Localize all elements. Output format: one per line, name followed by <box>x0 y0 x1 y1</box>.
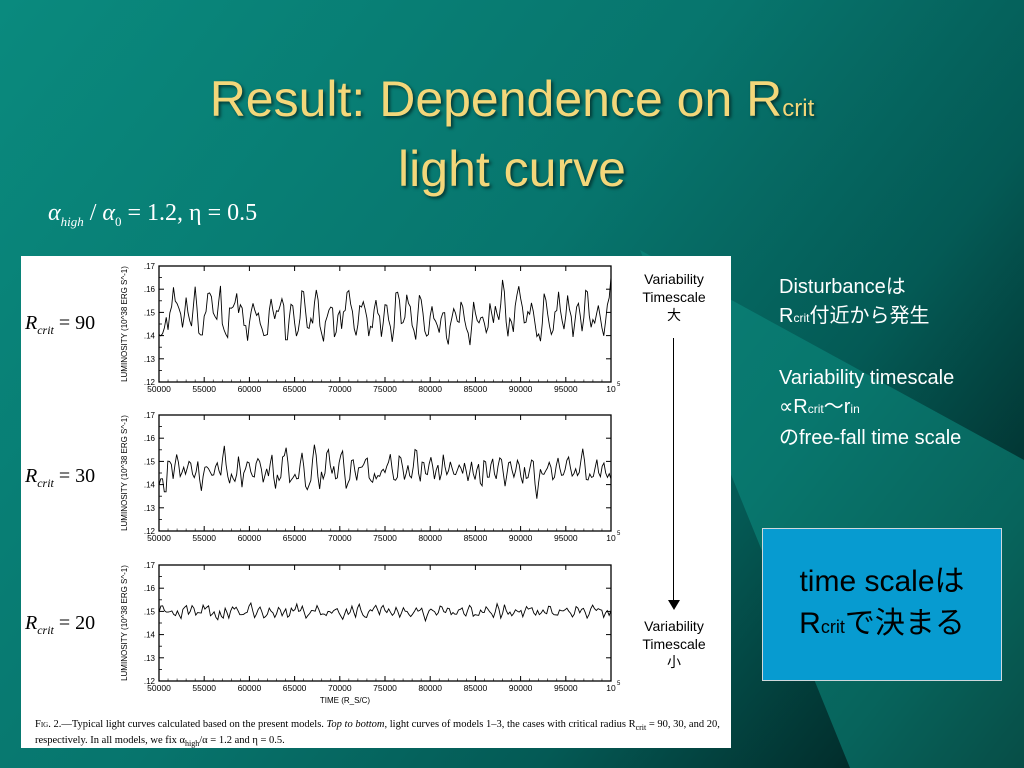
x-tick-label: 10 <box>606 533 616 543</box>
plot-frame <box>158 265 612 383</box>
x-tick-label: 80000 <box>418 683 442 693</box>
x-tick-label: 50000 <box>147 533 171 543</box>
light-curve-series <box>158 277 612 346</box>
y-tick-label: .16 <box>144 434 156 443</box>
y-tick-label: .17 <box>144 561 156 570</box>
y-tick-label: .13 <box>144 504 156 513</box>
y-axis-label: LUMINOSITY (10^38 ERG S^-1) <box>120 266 129 382</box>
figure-caption: Fig. 2.—Typical light curves calculated … <box>35 719 720 749</box>
x-axis-label: TIME (R_S/C) <box>320 696 371 705</box>
light-curve-panel-2: .12 .13 .14 .15 .16 .17 50000 55000 60000 65000 70… <box>120 411 621 543</box>
y-tick-label: .14 <box>144 332 156 341</box>
x-tick-label: 85000 <box>464 533 488 543</box>
x-tick-label: 55000 <box>192 683 216 693</box>
x-tick-label: 90000 <box>509 683 533 693</box>
y-axis-label: LUMINOSITY (10^38 ERG S^-1) <box>120 415 129 531</box>
light-curve-panel-3: .12 .13 .14 .15 .16 .17 50000 55000 60000 65000 70… <box>120 561 621 705</box>
y-tick-label: .15 <box>144 457 156 466</box>
x-tick-label: 70000 <box>328 683 352 693</box>
y-tick-label: .15 <box>144 607 156 616</box>
variability-timescale-large: Variability Timescale 大 <box>642 271 706 323</box>
x-tick-label: 50000 <box>147 384 171 394</box>
x-tick-label: 55000 <box>192 533 216 543</box>
light-curve-plots: .12 .13 .14 .15 .16 .17 50000 55000 60000 65000 70… <box>120 262 621 705</box>
x-tick-label: 10 <box>606 683 616 693</box>
panel-label-rcrit-20: Rcrit = 20 <box>25 612 96 637</box>
plot-frame <box>158 564 612 682</box>
y-axis-label: LUMINOSITY (10^38 ERG S^-1) <box>120 565 129 681</box>
x-tick-label: 60000 <box>238 683 262 693</box>
x-tick-label: 90000 <box>509 533 533 543</box>
x-tick-label: 80000 <box>418 384 442 394</box>
x-tick-label: 10 <box>606 384 616 394</box>
x-tick-label: 70000 <box>328 533 352 543</box>
panel-label-rcrit-90: Rcrit = 90 <box>25 312 96 337</box>
y-tick-label: .12 <box>144 677 156 686</box>
plot-frame <box>158 414 612 532</box>
variability-timescale-small: Variability Timescale 小 <box>642 618 706 670</box>
x-tick-label: 80000 <box>418 533 442 543</box>
x-tick-label: 55000 <box>192 384 216 394</box>
side-note-variability: Variability timescale ∝Rcrit～rin のfree-f… <box>779 367 962 449</box>
y-tick-label: .13 <box>144 654 156 663</box>
x-tick-label: 65000 <box>283 384 307 394</box>
parameter-formula: αhigh / α0 = 1.2, η = 0.5 <box>48 200 258 229</box>
x-tick-label: 50000 <box>147 683 171 693</box>
slide-subtitle: light curve <box>398 141 626 197</box>
y-tick-label: .13 <box>144 355 156 364</box>
light-curve-series <box>158 444 612 499</box>
y-tick-label: .14 <box>144 481 156 490</box>
x-exponent-label: 5 <box>617 531 621 537</box>
x-tick-label: 60000 <box>238 384 262 394</box>
y-tick-label: .12 <box>144 527 156 536</box>
light-curve-series <box>158 601 612 623</box>
slide-title: Result: Dependence on Rcrit <box>209 71 815 127</box>
y-tick-label: .16 <box>144 285 156 294</box>
x-tick-label: 95000 <box>554 533 578 543</box>
x-tick-label: 85000 <box>464 683 488 693</box>
y-tick-label: .16 <box>144 584 156 593</box>
panel-label-rcrit-30: Rcrit = 30 <box>25 465 96 490</box>
y-tick-label: .14 <box>144 631 156 640</box>
x-tick-label: 75000 <box>373 683 397 693</box>
x-tick-label: 65000 <box>283 683 307 693</box>
x-tick-label: 75000 <box>373 533 397 543</box>
y-tick-label: .17 <box>144 262 156 271</box>
x-exponent-label: 5 <box>617 681 621 687</box>
y-tick-label: .15 <box>144 308 156 317</box>
side-note-disturbance: Disturbanceは Rcrit付近から発生 <box>779 276 930 327</box>
conclusion-callout: time scaleは Rcritで決まる <box>762 528 1002 681</box>
x-tick-label: 85000 <box>464 384 488 394</box>
light-curve-figure: .12 .13 .14 .15 .16 .17 50000 55000 60000 65000 70… <box>21 256 731 748</box>
x-tick-label: 75000 <box>373 384 397 394</box>
x-tick-label: 60000 <box>238 533 262 543</box>
timescale-arrow-head <box>668 600 680 610</box>
x-tick-label: 95000 <box>554 683 578 693</box>
x-tick-label: 65000 <box>283 533 307 543</box>
x-tick-label: 70000 <box>328 384 352 394</box>
light-curve-panel-1: .12 .13 .14 .15 .16 .17 50000 55000 60000 65000 70… <box>120 262 621 394</box>
x-tick-label: 95000 <box>554 384 578 394</box>
y-tick-label: .17 <box>144 411 156 420</box>
timescale-arrow <box>673 338 674 606</box>
x-tick-label: 90000 <box>509 384 533 394</box>
y-tick-label: .12 <box>144 378 156 387</box>
x-exponent-label: 5 <box>617 382 621 388</box>
